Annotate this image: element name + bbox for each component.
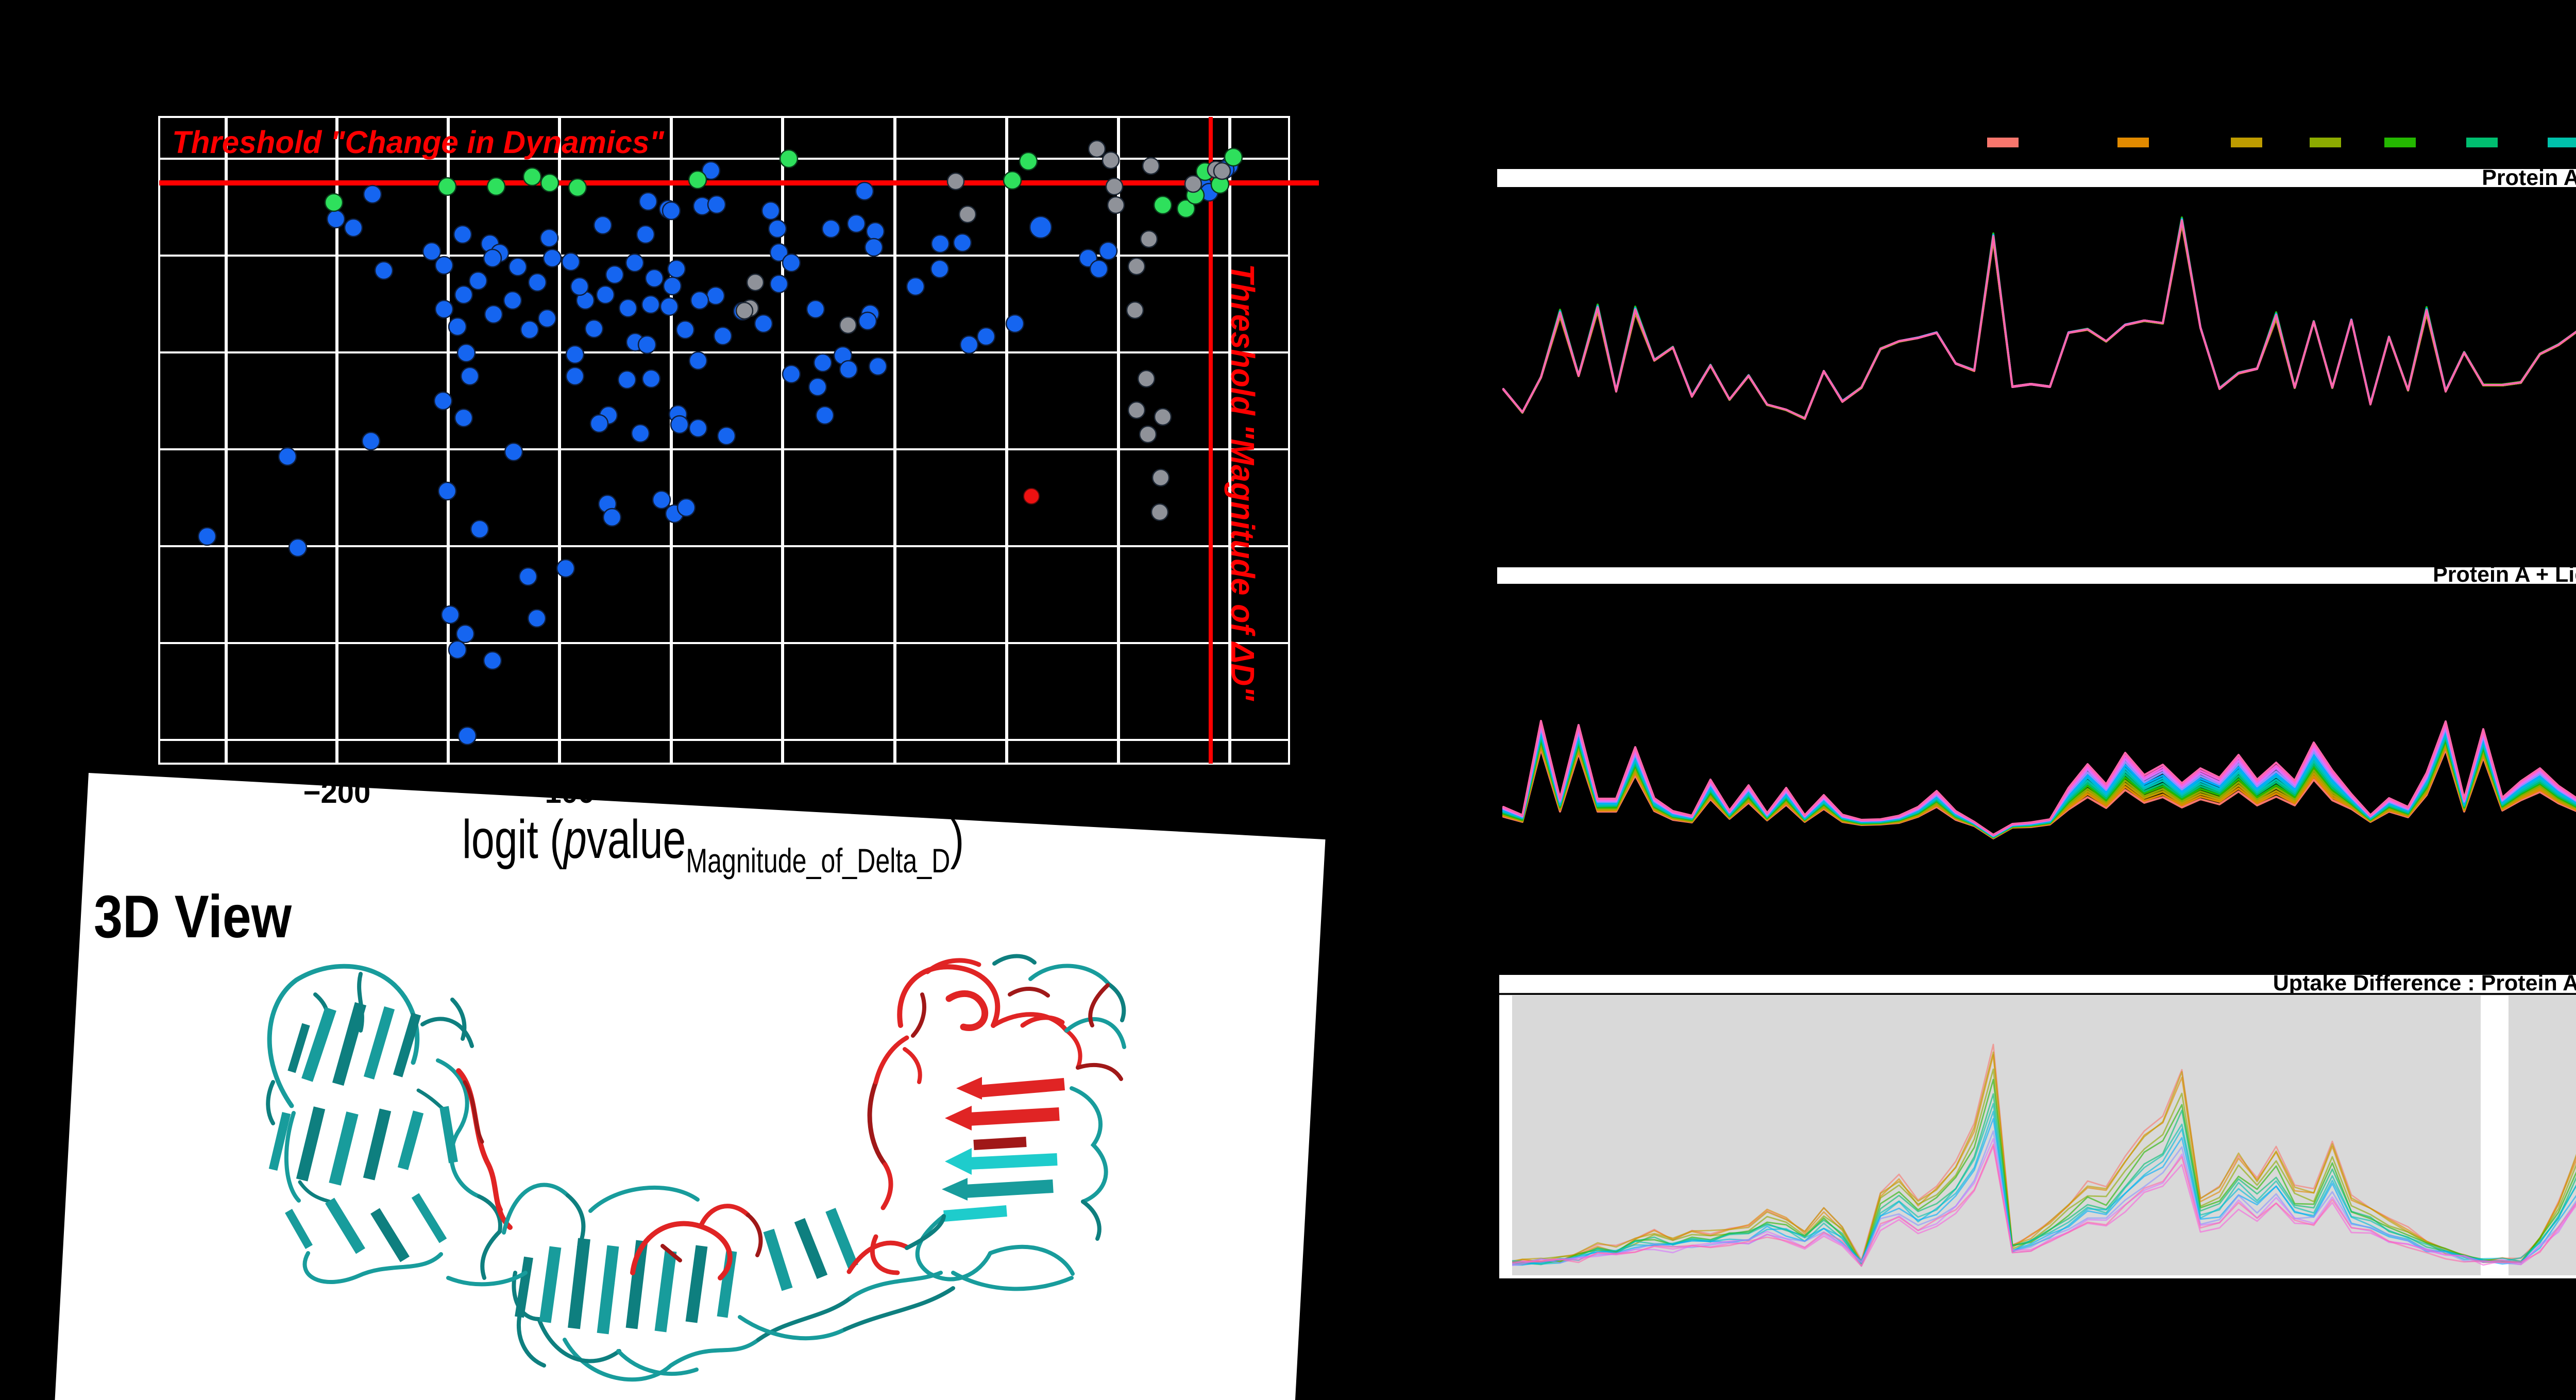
svg-text:Protein A + Ligand: Protein A + Ligand bbox=[2433, 562, 2576, 587]
svg-text:Threshold "Magnitude of ΔD": Threshold "Magnitude of ΔD" bbox=[1224, 264, 1261, 701]
svg-text:−200: −200 bbox=[303, 776, 371, 809]
svg-text:Protein A: Protein A bbox=[2482, 165, 2576, 190]
svg-text:Threshold "Change in Dynamics": Threshold "Change in Dynamics" bbox=[172, 125, 665, 160]
svg-text:Uptake Difference : Protein A: Uptake Difference : Protein A - (Protein… bbox=[2273, 971, 2576, 996]
svg-text:−100: −100 bbox=[528, 776, 595, 809]
svg-text:3D View: 3D View bbox=[94, 883, 292, 951]
